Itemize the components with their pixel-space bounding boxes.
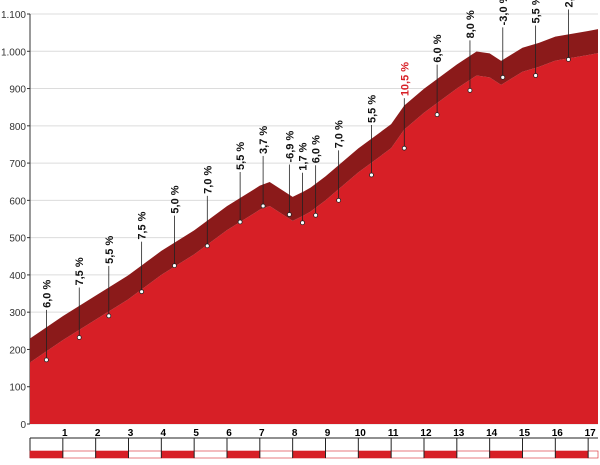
x-tick-label: 1 (62, 428, 68, 439)
gradient-label: 3,7 % (258, 126, 270, 154)
gradient-marker-dot (401, 145, 407, 151)
gradient-marker-dot (76, 335, 82, 340)
y-tick-label: 400 (9, 271, 26, 282)
gradient-marker-dot (336, 197, 342, 203)
x-tick-label: 9 (325, 428, 331, 439)
gradient-marker-dot (44, 357, 49, 363)
gradient-marker-dot (237, 219, 243, 225)
y-tick-label: 600 (9, 196, 26, 207)
y-tick-label: 500 (9, 234, 26, 245)
x-tick-label: 13 (453, 428, 465, 439)
x-tick-label: 16 (552, 428, 564, 439)
km-stripe-segment (95, 450, 129, 459)
km-stripe-segment (390, 450, 425, 459)
x-tick-label: 6 (226, 428, 232, 439)
km-stripe-segment (456, 450, 490, 459)
x-tick-label: 12 (420, 428, 432, 439)
gradient-label: 1,7 % (298, 142, 310, 170)
x-tick-label: 11 (388, 428, 399, 439)
km-stripe-segment (292, 450, 326, 459)
y-axis: 0 100 200 300 400 500 600 700 800 900 1.000 1.100 (1, 10, 31, 431)
gradient-marker-dot (139, 289, 145, 295)
gradient-marker-dot (434, 112, 440, 118)
y-tick-label: 200 (9, 345, 26, 356)
gradient-marker-dot (313, 212, 319, 218)
km-stripe-segment (423, 450, 458, 459)
gradient-marker-dot (172, 263, 177, 268)
gradient-marker-dot (300, 220, 305, 226)
y-tick-label: 1.100 (1, 10, 26, 21)
gradient-marker-dot (566, 57, 571, 62)
y-tick-label: 900 (9, 85, 26, 96)
km-stripe-segment (259, 450, 293, 459)
km-stripe-segment (161, 450, 195, 459)
gradient-marker-dot (369, 172, 374, 178)
km-stripe-segment (555, 450, 589, 459)
x-tick-label: 2 (95, 428, 101, 439)
gradient-marker-dot (106, 313, 112, 319)
x-tick-label: 10 (355, 428, 367, 439)
km-stripe-segment (193, 450, 228, 459)
profile-area (30, 29, 598, 425)
profile-ridge (30, 29, 598, 363)
gradient-labels: 6,0 % 7,5 % 5,5 % 7,5 % 5,0 % 7,0 % 5,5 % 3,7 %… (41, 0, 575, 363)
y-tick-label: 700 (9, 159, 26, 170)
gradient-label: 5,0 % (169, 185, 181, 213)
km-stripe-segment (226, 450, 261, 459)
gradient-marker-dot (467, 88, 473, 93)
gradient-label: 6,0 % (432, 34, 444, 62)
gradient-label: 6,0 % (311, 135, 323, 163)
x-tick-label: 8 (292, 428, 298, 439)
km-stripe-segment (587, 450, 599, 459)
km-stripe-segment (522, 450, 556, 459)
gradient-marker-dot (204, 243, 210, 249)
gradient-label: 7,0 % (202, 165, 214, 193)
gradient-label: 7,5 % (74, 257, 86, 285)
gradient-label: 7,0 % (334, 120, 346, 148)
x-tick-label: 4 (161, 428, 167, 439)
gradient-label: -3,0 % (498, 0, 510, 25)
x-tick-label: 14 (486, 428, 498, 439)
gradient-label: -6,9 % (284, 131, 296, 163)
gradient-label: 5,5 % (235, 142, 247, 170)
gradient-label: 5,5 % (104, 236, 116, 264)
gradient-label: 5,5 % (531, 0, 543, 24)
gradient-label: 8,0 % (465, 10, 477, 38)
km-stripe-segment (489, 450, 523, 459)
gradient-label: 2,1 % (563, 0, 575, 7)
x-tick-label: 5 (193, 428, 199, 439)
gradient-marker-dot (286, 212, 292, 217)
km-stripe-segment (325, 450, 359, 459)
y-tick-label: 300 (9, 308, 26, 319)
profile-area-fill (30, 53, 598, 425)
y-tick-label: 1.000 (1, 47, 26, 58)
gradient-label: 5,5 % (366, 95, 378, 123)
y-tick-label: 800 (9, 122, 26, 133)
gradient-label: 10,5 % (399, 62, 411, 96)
km-stripe-segment (358, 450, 392, 459)
y-tick-label: 100 (9, 383, 26, 394)
x-axis-km-bar: 1 2 3 4 5 6 7 8 9 10 11 12 13 14 15 16 17 (29, 428, 599, 459)
x-tick-label: 7 (259, 428, 265, 439)
gradient-label: 6,0 % (41, 280, 53, 308)
gradient-marker-dot (500, 74, 506, 80)
km-stripe-segment (29, 450, 64, 459)
x-tick-label: 3 (128, 428, 134, 439)
x-tick-label: 17 (585, 428, 597, 439)
km-stripe-segment (128, 450, 162, 459)
gradient-label: 7,5 % (137, 211, 149, 239)
gradient-marker-dot (260, 203, 266, 209)
x-tick-label: 15 (519, 428, 531, 439)
y-tick-label: 0 (20, 420, 26, 431)
km-stripe-segment (62, 450, 96, 459)
gradient-marker-dot (533, 73, 539, 78)
